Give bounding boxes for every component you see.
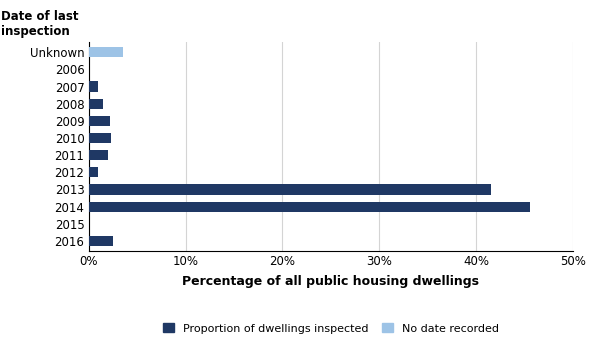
Bar <box>89 47 122 57</box>
Bar <box>89 133 111 143</box>
Bar <box>89 201 530 212</box>
Bar <box>89 184 491 195</box>
Bar <box>89 116 110 126</box>
Bar <box>89 150 108 160</box>
Text: Date of last
inspection: Date of last inspection <box>1 10 79 38</box>
X-axis label: Percentage of all public housing dwellings: Percentage of all public housing dwellin… <box>183 275 479 288</box>
Legend: Proportion of dwellings inspected, No date recorded: Proportion of dwellings inspected, No da… <box>163 323 499 334</box>
Bar <box>89 98 103 109</box>
Bar <box>89 167 98 178</box>
Bar <box>89 81 98 92</box>
Bar <box>89 236 113 246</box>
